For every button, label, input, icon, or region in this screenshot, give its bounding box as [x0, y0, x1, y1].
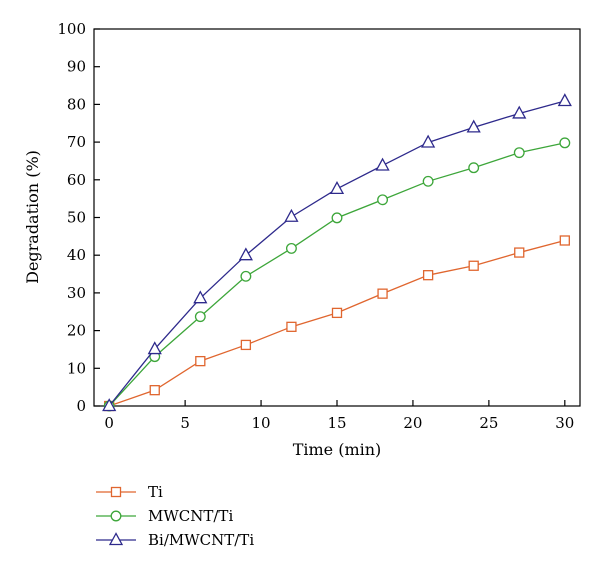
x-tick-label: 15 — [327, 414, 346, 432]
data-point — [194, 311, 206, 323]
y-tick-label: 0 — [76, 397, 86, 415]
data-point — [377, 194, 389, 206]
data-point — [512, 105, 527, 119]
data-point — [513, 147, 525, 159]
data-point — [421, 134, 436, 148]
x-tick-label: 10 — [252, 414, 271, 432]
y-tick-label: 40 — [67, 246, 86, 264]
y-tick-label: 20 — [67, 322, 86, 340]
data-point — [377, 288, 388, 299]
y-tick-label: 80 — [67, 95, 86, 113]
x-tick-label: 30 — [555, 414, 574, 432]
data-point — [557, 93, 572, 107]
y-tick-label: 70 — [67, 133, 86, 151]
x-axis-label: Time (min) — [293, 440, 382, 459]
series-triangle — [102, 93, 572, 412]
legend-marker — [110, 486, 122, 498]
data-point — [559, 235, 570, 246]
y-tick-label: 10 — [67, 359, 86, 377]
legend-marker — [110, 510, 122, 522]
data-point — [422, 175, 434, 187]
data-point — [195, 355, 206, 367]
legend-label: MWCNT/Ti — [148, 507, 233, 525]
legend-item: MWCNT/Ti — [96, 507, 233, 525]
y-axis-label: Degradation (%) — [23, 150, 42, 284]
x-tick-label: 5 — [180, 414, 190, 432]
legend: Ti MWCNT/Ti Bi/MWCNT/Ti — [96, 483, 254, 549]
y-tick-label: 100 — [57, 20, 86, 38]
series-line — [108, 100, 565, 407]
y-tick-label: 30 — [67, 284, 86, 302]
y-tick-label: 50 — [67, 209, 86, 227]
data-point — [331, 307, 343, 319]
x-tick-label: 0 — [104, 414, 114, 432]
legend-label: Ti — [148, 483, 163, 501]
y-tick-label: 90 — [67, 58, 86, 76]
data-point — [559, 137, 571, 149]
x-tick-label: 25 — [479, 414, 498, 432]
data-point — [285, 242, 297, 254]
data-point — [102, 398, 117, 412]
axes: 0 10 20 30 40 50 60 70 80 90 100 0 5 10 15 20 25 30 — [57, 20, 574, 432]
data-point — [331, 212, 343, 224]
data-point — [147, 341, 162, 355]
data-point — [240, 270, 252, 282]
data-point — [329, 180, 345, 194]
data-point — [238, 247, 253, 261]
data-point — [468, 162, 480, 174]
data-point — [193, 290, 208, 304]
data-point — [149, 385, 160, 396]
data-point — [514, 247, 525, 258]
data-point — [284, 208, 299, 222]
data-point — [468, 260, 479, 271]
data-point — [466, 119, 481, 133]
legend-item: Bi/MWCNT/Ti — [96, 531, 254, 549]
legend-marker — [108, 532, 124, 546]
data-point — [240, 339, 252, 351]
y-tick-label: 60 — [67, 171, 86, 189]
legend-item: Ti — [96, 483, 163, 501]
data-point — [422, 270, 434, 281]
series-circle — [103, 137, 571, 412]
data-point — [286, 321, 297, 332]
legend-label: Bi/MWCNT/Ti — [148, 531, 254, 549]
series-square — [104, 235, 570, 412]
series-layer — [102, 93, 572, 412]
x-tick-label: 20 — [403, 414, 422, 432]
data-point — [375, 157, 390, 171]
